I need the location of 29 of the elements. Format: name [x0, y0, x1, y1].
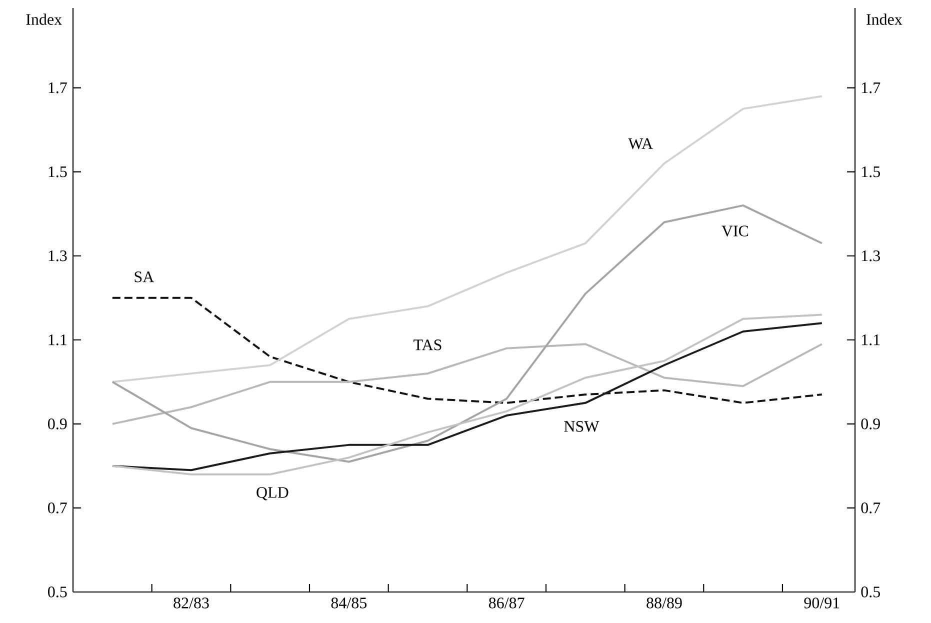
series-label: VIC: [722, 226, 748, 237]
y2-tick-label: 0.7: [861, 502, 880, 514]
x-tick-label: 82/83: [174, 598, 209, 608]
x-tick-label: 88/89: [646, 598, 682, 608]
series-label: WA: [628, 138, 653, 150]
y2-tick-label: 1.3: [862, 250, 880, 262]
y2-tick-label: 0.5: [861, 586, 880, 598]
y-tick-label: 1.1: [48, 334, 66, 346]
series-label: TAS: [414, 340, 442, 350]
y-tick-label: 0.7: [48, 502, 67, 514]
y-tick-label: 1.7: [48, 82, 67, 94]
y2-axis-title: Index: [866, 14, 902, 25]
line-series: [111, 204, 823, 463]
y-tick-label: 1.5: [48, 166, 67, 178]
line-series: [111, 95, 823, 383]
x-tick-label: 84/85: [331, 598, 367, 608]
series-label: NSW: [564, 421, 600, 432]
y-tick-label: 0.9: [48, 418, 67, 430]
y2-tick-label: 1.5: [862, 166, 880, 178]
y-tick-label: 0.5: [48, 586, 67, 598]
y-tick-label: 1.3: [48, 250, 67, 262]
y2-tick-label: 0.9: [861, 418, 880, 430]
x-tick-label: 86/87: [488, 598, 524, 608]
y-axis-title: Index: [26, 14, 62, 25]
series-label: QLD: [256, 487, 288, 500]
x-tick-label: 90/91: [804, 598, 840, 608]
y2-tick-label: 1.7: [862, 82, 880, 94]
y2-tick-label: 1.1: [862, 334, 880, 346]
series-label: SA: [134, 271, 154, 282]
